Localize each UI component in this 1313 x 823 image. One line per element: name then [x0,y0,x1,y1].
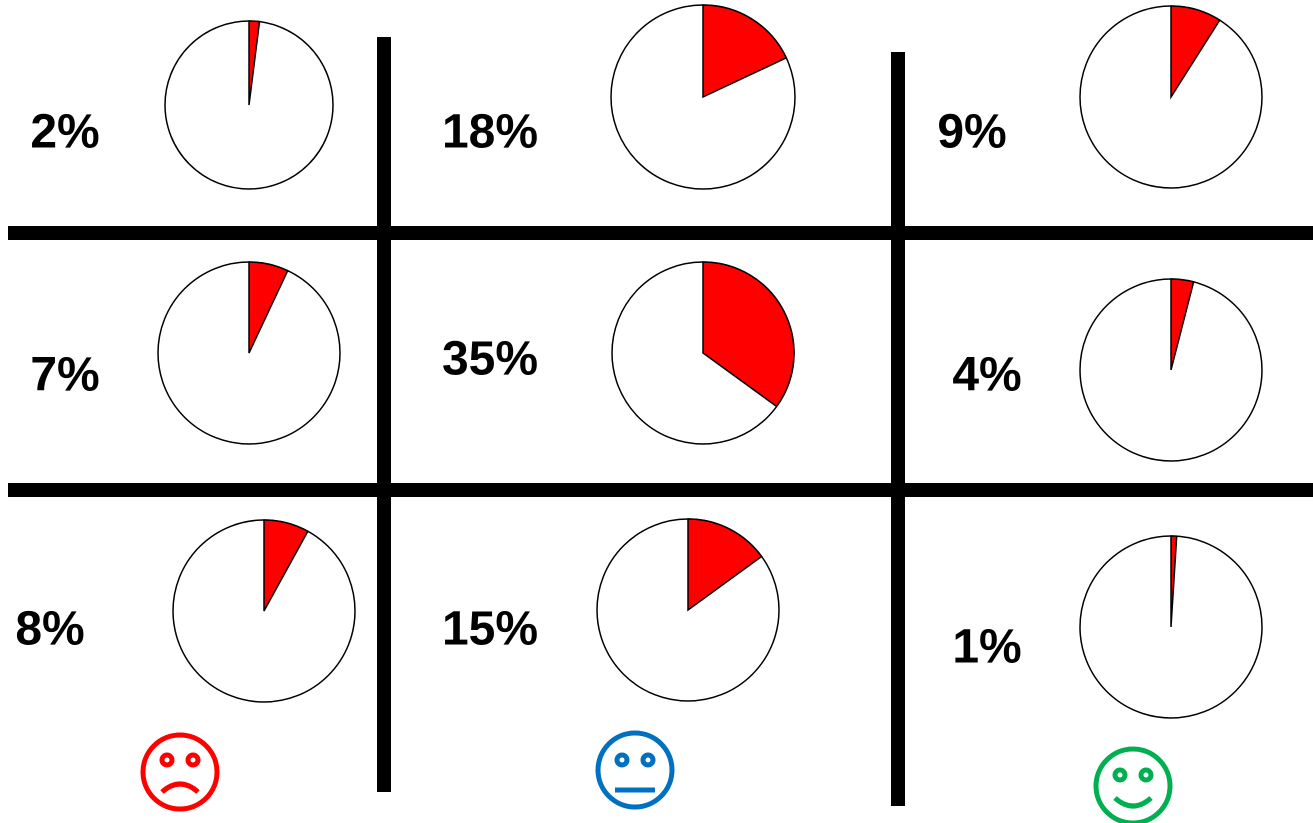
pie-slice [702,4,788,99]
pie-slice [702,261,795,408]
value-label: 8% [15,603,84,656]
value-label: 15% [442,603,538,656]
neutral-face [595,730,675,810]
value-label: 2% [30,106,99,159]
pie-slice [1170,5,1221,100]
value-label: 4% [952,349,1021,402]
pie-slice [263,519,309,612]
value-label: 18% [442,106,538,159]
value-label: 9% [937,106,1006,159]
value-label: 7% [30,349,99,402]
pie-slice [248,261,289,354]
value-label: 35% [442,333,538,386]
pie-slice [1170,278,1195,371]
grid-lines [8,37,1313,806]
happy-face [1093,746,1173,823]
pie-slice [1170,535,1178,628]
sad-face [140,732,220,812]
pie-slice [248,20,261,106]
value-label: 1% [952,621,1021,674]
pie-slice [687,518,763,612]
